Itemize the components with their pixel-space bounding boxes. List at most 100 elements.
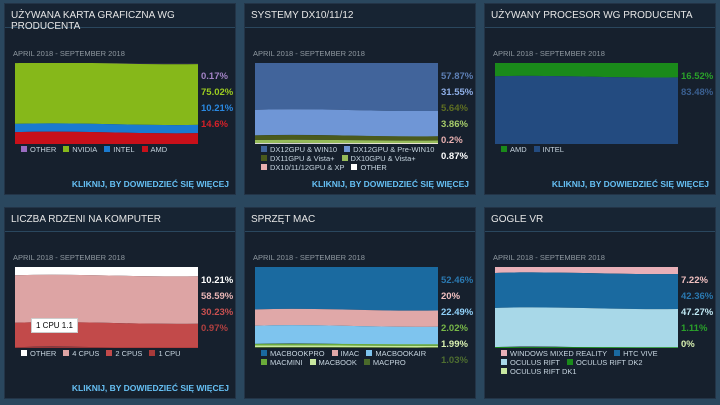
series-value: 20% — [441, 291, 461, 302]
area-band[interactable] — [255, 139, 438, 144]
legend-item[interactable]: AMD — [501, 145, 527, 154]
series-value: 10.21% — [201, 103, 234, 114]
legend-item[interactable]: IMAC — [331, 349, 359, 358]
area-band[interactable] — [255, 135, 438, 141]
legend-item[interactable]: MACBOOKPRO — [261, 349, 325, 358]
legend-item[interactable]: OCULUS RIFT DK2 — [567, 358, 643, 367]
series-value: 75.02% — [201, 87, 234, 98]
legend-item[interactable]: INTEL — [104, 145, 135, 154]
legend-label: MACPRO — [372, 358, 406, 367]
series-value: 1.11% — [681, 323, 708, 334]
area-band[interactable] — [15, 267, 198, 277]
stacked-area-chart[interactable] — [495, 63, 678, 144]
stats-panel: UŻYWANY PROCESOR WG PRODUCENTA APRIL 201… — [484, 3, 716, 195]
area-band[interactable] — [255, 308, 438, 327]
series-value: 0.87% — [441, 151, 468, 162]
legend-item[interactable]: MACPRO — [363, 358, 406, 367]
legend-swatch — [261, 350, 267, 356]
stats-panel: LICZBA RDZENI NA KOMPUTER APRIL 2018 - S… — [4, 207, 236, 399]
legend-item[interactable]: OTHER — [351, 163, 387, 172]
legend-item[interactable]: MACMINI — [261, 358, 303, 367]
area-band[interactable] — [15, 123, 198, 134]
legend-item[interactable]: DX12GPU & WIN10 — [261, 145, 337, 154]
legend: MACBOOKPRO IMAC MACBOOKAIR MACMINI MACBOOK MA… — [261, 349, 446, 367]
legend-item[interactable]: 4 CPUS — [63, 349, 99, 358]
legend-item[interactable]: DX10GPU & Vista+ — [341, 154, 416, 163]
legend-item[interactable]: DX10/11/12GPU & XP — [261, 163, 344, 172]
learn-more-link[interactable]: KLIKNIJ, BY DOWIEDZIEĆ SIĘ WIĘCEJ — [71, 383, 229, 393]
learn-more-link[interactable]: KLIKNIJ, BY DOWIEDZIEĆ SIĘ WIĘCEJ — [551, 179, 709, 189]
series-value: 3.86% — [441, 119, 468, 130]
series-value: 58.59% — [201, 291, 234, 302]
legend-label: OCULUS RIFT DK2 — [576, 358, 643, 367]
legend-item[interactable]: MACBOOKAIR — [366, 349, 426, 358]
legend-item[interactable]: DX12GPU & Pre-WIN10 — [344, 145, 434, 154]
legend-swatch — [261, 164, 267, 170]
legend-swatch — [141, 146, 148, 152]
legend-label: DX11GPU & Vista+ — [270, 154, 335, 163]
legend-swatch — [351, 164, 358, 170]
legend: AMD INTEL — [501, 145, 686, 154]
area-band[interactable] — [255, 343, 438, 346]
legend-label: INTEL — [542, 145, 564, 154]
legend-label: MACMINI — [270, 358, 303, 367]
legend-item[interactable]: WINDOWS MIXED REALITY — [501, 349, 607, 358]
legend-label: MACBOOK — [318, 358, 357, 367]
date-range: APRIL 2018 - SEPTEMBER 2018 — [493, 49, 605, 58]
series-value: 10.21% — [201, 275, 234, 286]
area-band[interactable] — [495, 267, 678, 275]
legend-label: MACBOOKPRO — [270, 349, 325, 358]
stacked-area-chart[interactable] — [495, 267, 678, 348]
legend-item[interactable]: OTHER — [21, 145, 56, 154]
legend-item[interactable]: AMD — [141, 145, 167, 154]
learn-more-link[interactable]: KLIKNIJ, BY DOWIEDZIEĆ SIĘ WIĘCEJ — [71, 179, 229, 189]
area-band[interactable] — [255, 63, 438, 112]
legend-label: OTHER — [360, 163, 387, 172]
stats-panel: GOGLE VR APRIL 2018 - SEPTEMBER 2018 7.2… — [484, 207, 716, 399]
legend-label: 1 CPU — [158, 349, 181, 358]
area-band[interactable] — [15, 347, 198, 348]
legend-item[interactable]: MACBOOK — [309, 358, 357, 367]
panel-title: GOGLE VR — [485, 208, 715, 232]
legend-item[interactable]: OCULUS RIFT DK1 — [501, 367, 577, 376]
area-band[interactable] — [15, 63, 198, 126]
series-value: 1.03% — [441, 355, 468, 366]
legend-item[interactable]: 2 CPUS — [106, 349, 142, 358]
area-band[interactable] — [15, 274, 198, 324]
area-band[interactable] — [495, 307, 678, 348]
stacked-area-chart[interactable] — [15, 63, 198, 144]
legend-label: OCULUS RIFT DK1 — [510, 367, 577, 376]
area-band[interactable] — [255, 267, 438, 311]
legend-swatch — [501, 368, 507, 374]
area-band[interactable] — [255, 345, 438, 348]
legend-item[interactable]: HTC VIVE — [614, 349, 658, 358]
legend: OTHER NVIDIA INTEL AMD — [21, 145, 206, 154]
legend-item[interactable]: NVIDIA — [63, 145, 97, 154]
date-range: APRIL 2018 - SEPTEMBER 2018 — [253, 253, 365, 262]
value-list: 16.52% 83.48% — [681, 69, 713, 101]
legend-label: DX12GPU & WIN10 — [270, 145, 338, 154]
legend-item[interactable]: 1 CPU — [149, 349, 181, 358]
legend: OTHER 4 CPUS 2 CPUS 1 CPU — [21, 349, 206, 358]
legend-item[interactable]: INTEL — [533, 145, 564, 154]
area-band[interactable] — [15, 131, 198, 144]
area-band[interactable] — [255, 347, 438, 348]
legend-item[interactable]: DX11GPU & Vista+ — [261, 154, 335, 163]
area-band[interactable] — [495, 272, 678, 310]
stacked-area-chart[interactable] — [255, 63, 438, 144]
stacked-area-chart[interactable] — [15, 267, 198, 348]
area-band[interactable] — [255, 143, 438, 144]
legend-item[interactable]: OTHER — [21, 349, 56, 358]
area-band[interactable] — [255, 109, 438, 137]
stats-panel: SYSTEMY DX10/11/12 APRIL 2018 - SEPTEMBE… — [244, 3, 476, 195]
legend-swatch — [63, 146, 70, 152]
legend-item[interactable]: OCULUS RIFT — [501, 358, 560, 367]
area-band[interactable] — [495, 63, 678, 78]
panel-title: SYSTEMY DX10/11/12 — [245, 4, 475, 28]
legend: DX12GPU & WIN10 DX12GPU & Pre-WIN10 DX11GP… — [261, 145, 446, 172]
stacked-area-chart[interactable] — [255, 267, 438, 348]
area-band[interactable] — [255, 325, 438, 346]
area-band[interactable] — [495, 346, 678, 348]
learn-more-link[interactable]: KLIKNIJ, BY DOWIEDZIEĆ SIĘ WIĘCEJ — [311, 179, 469, 189]
area-band[interactable] — [495, 75, 678, 144]
